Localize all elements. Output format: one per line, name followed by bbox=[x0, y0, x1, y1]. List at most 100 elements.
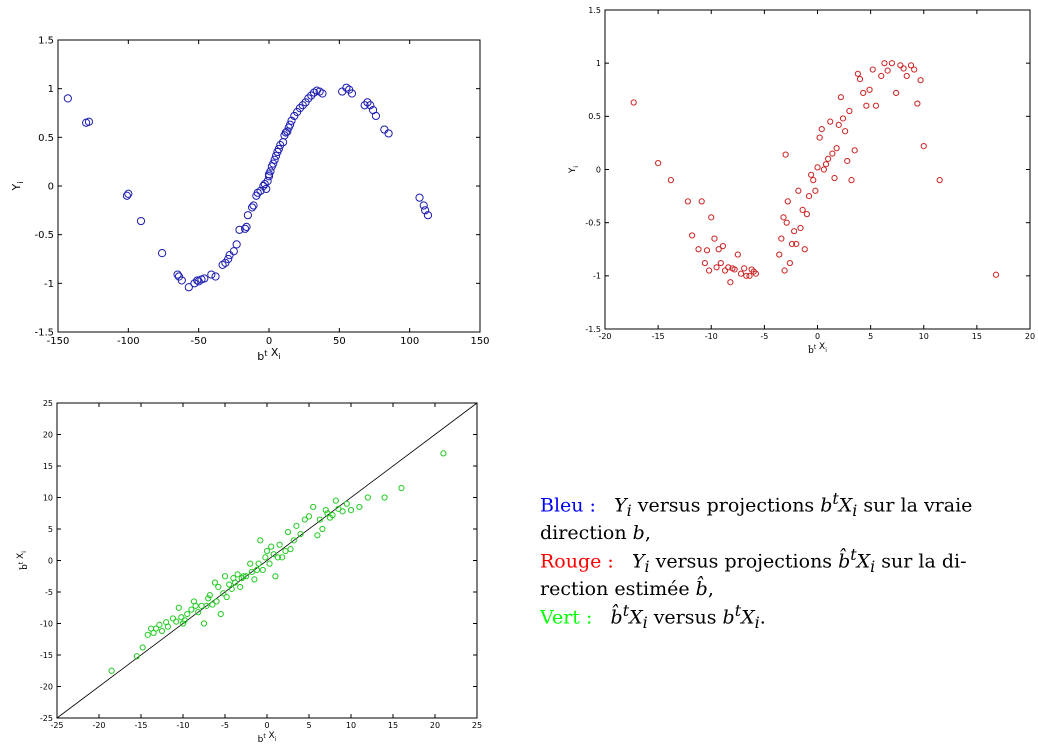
data-point bbox=[203, 602, 210, 609]
data-point bbox=[893, 89, 900, 97]
data-point bbox=[266, 560, 273, 567]
y-tick-label: 1.5 bbox=[38, 36, 54, 47]
data-point bbox=[223, 593, 230, 601]
data-point bbox=[831, 174, 838, 182]
y-axis-label: Yi bbox=[568, 166, 580, 175]
data-point bbox=[741, 265, 748, 272]
data-point bbox=[884, 67, 891, 74]
data-point bbox=[936, 177, 943, 184]
data-point bbox=[329, 512, 336, 519]
y-tick-label: -1.5 bbox=[34, 328, 54, 339]
data-point bbox=[363, 98, 372, 107]
data-point bbox=[900, 65, 907, 72]
y-tick-label: -1 bbox=[44, 279, 54, 290]
data-point bbox=[992, 271, 1000, 278]
data-point bbox=[812, 187, 819, 194]
data-point bbox=[287, 116, 296, 125]
data-point bbox=[173, 270, 182, 279]
data-point bbox=[332, 497, 339, 504]
data-point bbox=[860, 89, 867, 97]
data-point bbox=[788, 240, 796, 248]
data-point bbox=[810, 177, 817, 184]
data-point bbox=[917, 77, 924, 84]
y-tick-label: 0 bbox=[48, 556, 53, 565]
data-point bbox=[314, 532, 321, 539]
data-point bbox=[63, 94, 72, 103]
y-tick-label: 20 bbox=[43, 430, 53, 439]
x-tick-label: -10 bbox=[705, 332, 718, 341]
data-point bbox=[837, 94, 844, 101]
data-point bbox=[881, 60, 888, 67]
y-tick-label: -5 bbox=[45, 588, 53, 597]
x-tick-label: 15 bbox=[388, 721, 398, 730]
x-tick-label: -10 bbox=[176, 721, 189, 730]
data-point bbox=[793, 240, 800, 248]
data-point bbox=[274, 554, 282, 561]
data-point bbox=[270, 551, 277, 558]
data-point bbox=[801, 246, 808, 253]
data-point bbox=[820, 166, 827, 173]
caption-rouge-line2-math: b̂ bbox=[695, 578, 708, 601]
data-point bbox=[708, 214, 715, 221]
y-tick-label: 1.5 bbox=[588, 6, 601, 15]
data-point bbox=[816, 134, 823, 141]
data-point bbox=[415, 193, 424, 202]
caption-bleu-line2: direction b, bbox=[540, 522, 1038, 544]
x-tick-label: 20 bbox=[430, 721, 440, 730]
data-point bbox=[243, 211, 252, 220]
data-point bbox=[184, 610, 191, 618]
data-point bbox=[822, 161, 830, 168]
data-point bbox=[242, 222, 251, 231]
y-tick-label: 25 bbox=[43, 399, 53, 408]
data-point bbox=[231, 579, 239, 586]
data-point bbox=[262, 554, 269, 561]
data-point bbox=[253, 566, 261, 574]
x-axis-label: bt Xi bbox=[257, 346, 280, 363]
data-point bbox=[818, 125, 825, 133]
x-tick-label: 15 bbox=[972, 332, 982, 341]
data-point bbox=[717, 259, 724, 267]
data-point bbox=[914, 100, 921, 107]
data-point bbox=[339, 508, 346, 515]
y-axis-label: b̂t Xi bbox=[16, 551, 30, 571]
caption-rouge-sup-t: t bbox=[850, 545, 857, 565]
x-tick-label: -5 bbox=[221, 721, 229, 730]
data-point bbox=[235, 225, 244, 234]
data-point bbox=[157, 249, 167, 258]
caption-rouge-line2-text: rection estimée bbox=[540, 578, 696, 601]
data-point bbox=[848, 177, 855, 184]
data-point bbox=[689, 232, 696, 239]
x-axis-label: bt Xi bbox=[258, 731, 277, 745]
x-tick-label: -15 bbox=[652, 332, 665, 341]
data-point bbox=[398, 484, 405, 492]
data-point bbox=[698, 198, 705, 205]
caption-bleu-line1: Bleu : Yi versus projections btXi sur la… bbox=[540, 488, 1038, 522]
data-point bbox=[290, 537, 297, 544]
data-point bbox=[360, 101, 369, 110]
data-point bbox=[263, 547, 271, 555]
data-point bbox=[200, 620, 208, 627]
data-point bbox=[814, 164, 821, 171]
data-point bbox=[281, 128, 290, 137]
data-point bbox=[721, 267, 729, 274]
y-tick-label: 0.5 bbox=[588, 112, 601, 121]
x-tick-label: 10 bbox=[346, 721, 356, 730]
data-point bbox=[249, 201, 258, 210]
data-point bbox=[795, 187, 802, 194]
data-point bbox=[856, 76, 864, 83]
y-tick-label: -0.5 bbox=[585, 218, 601, 227]
caption-rouge-line1: Rouge : Yi versus projections b̂tXi sur … bbox=[540, 544, 1038, 578]
data-point bbox=[825, 155, 832, 162]
data-point bbox=[215, 583, 222, 591]
data-point bbox=[108, 667, 115, 674]
data-point bbox=[205, 595, 212, 602]
data-point bbox=[271, 151, 281, 160]
x-tick-label: -100 bbox=[117, 336, 140, 347]
data-point bbox=[737, 270, 745, 277]
y-tick-label: 0 bbox=[596, 165, 601, 174]
caption-bleu-sub-i: i bbox=[626, 501, 632, 521]
caption-vert-text: versus bbox=[647, 606, 723, 629]
data-point bbox=[371, 111, 381, 121]
x-tick-label: 0 bbox=[264, 721, 269, 730]
data-point bbox=[727, 279, 734, 286]
